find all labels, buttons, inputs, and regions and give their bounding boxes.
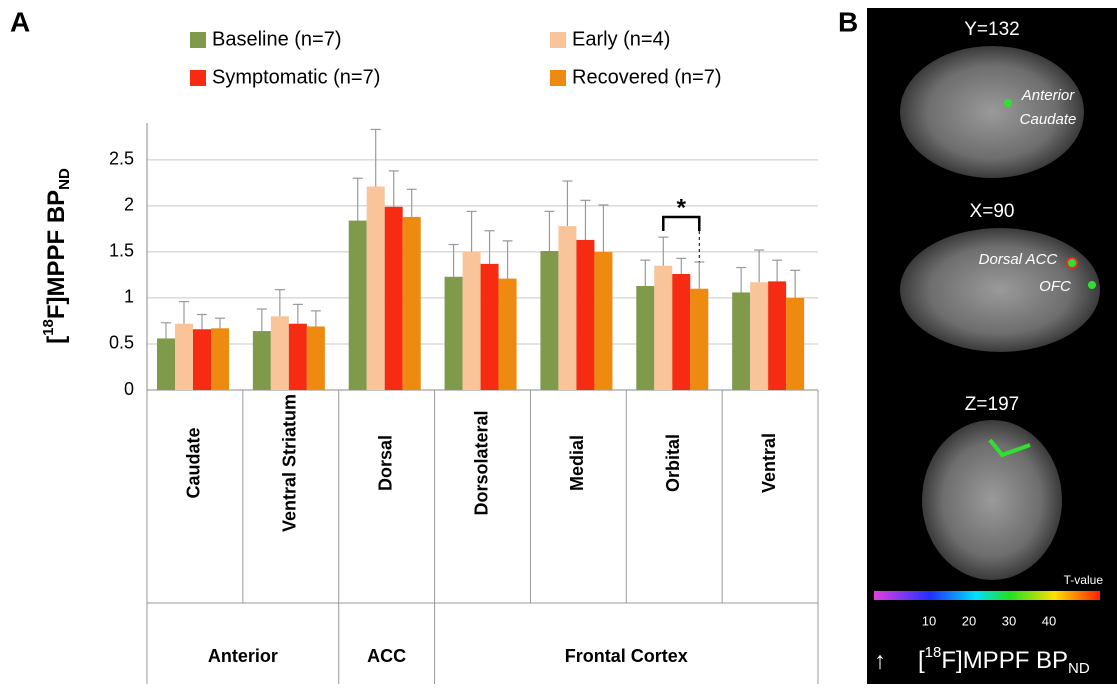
legend-swatch: [190, 70, 206, 86]
legend-label: Early (n=4): [572, 28, 670, 50]
bar: [636, 285, 655, 390]
region-label: Caudate: [1020, 111, 1077, 128]
bar: [175, 323, 193, 390]
caption-sup: 18: [925, 644, 942, 661]
slice-title: X=90: [970, 201, 1015, 222]
legend-label: Baseline (n=7): [212, 28, 342, 50]
bar: [270, 316, 289, 390]
bar: [384, 206, 403, 390]
region-label: Anterior: [1021, 87, 1076, 104]
caption-part: [: [918, 647, 925, 674]
slice-title: Y=132: [964, 19, 1019, 40]
y-label-sup: 18: [40, 319, 57, 336]
region-label: OFC: [1039, 278, 1071, 295]
colorbar-tick-label: 10: [922, 613, 936, 628]
activation: [1004, 99, 1012, 107]
group-label: Frontal Cortex: [565, 646, 688, 666]
bar: [348, 220, 367, 390]
y-axis-label: [18F]MPPF BPND: [40, 168, 73, 344]
legend-label: Symptomatic (n=7): [212, 66, 380, 88]
bar: [498, 278, 517, 390]
bar: [558, 226, 577, 390]
colorbar-tick-label: 20: [962, 613, 976, 628]
bar: [690, 288, 709, 390]
annotation: *: [677, 194, 687, 221]
activation: [988, 438, 1031, 458]
caption-sub: ND: [1068, 660, 1090, 677]
caption: [18F]MPPF BPND: [918, 644, 1090, 677]
colorbar-tick-label: 30: [1002, 613, 1016, 628]
bar: [750, 282, 769, 390]
caption-arrow: ↑: [874, 647, 886, 674]
bar: [211, 328, 229, 390]
group-label: ACC: [367, 646, 406, 666]
bar: [252, 331, 271, 390]
y-tick-label: 2.5: [109, 149, 134, 169]
group-label: Anterior: [208, 646, 278, 666]
bar: [672, 273, 691, 390]
bar: [654, 265, 673, 390]
activation: [1066, 257, 1078, 269]
legend-swatch: [190, 32, 206, 48]
panel-label: A: [10, 6, 30, 37]
y-label-part: F]MPPF BP: [43, 190, 70, 319]
bar: [288, 323, 307, 390]
x-tick-label: Dorsal: [375, 435, 395, 491]
bar: [462, 251, 481, 390]
bar: [732, 292, 751, 390]
bar: [786, 297, 805, 390]
colorbar-tick-label: 40: [1042, 613, 1056, 628]
bar: [306, 326, 325, 390]
bar: [193, 329, 211, 390]
x-tick-label: Orbital: [663, 434, 683, 492]
y-label-part: [: [43, 336, 70, 344]
legend-swatch: [550, 70, 566, 86]
colorbar-label: T-value: [1064, 573, 1104, 587]
y-tick-label: 0.5: [109, 333, 134, 353]
bar: [540, 250, 559, 390]
y-tick-label: 1.5: [109, 241, 134, 261]
x-tick-label: Medial: [567, 435, 587, 491]
bar: [366, 186, 385, 390]
y-label-sub: ND: [56, 168, 73, 190]
region-label: Dorsal ACC: [979, 251, 1058, 268]
bar: [444, 276, 463, 390]
caption-part: F]MPPF BP: [941, 647, 1068, 674]
bar: [157, 338, 175, 390]
bar: [480, 263, 499, 390]
x-tick-label: Caudate: [184, 427, 204, 498]
colorbar: [874, 591, 1100, 600]
bar: [768, 281, 787, 390]
x-tick-label: Ventral: [759, 433, 779, 493]
bar: [594, 251, 613, 390]
brain-image: [900, 228, 1100, 352]
activation: [1088, 281, 1096, 289]
y-tick-label: 1: [124, 287, 134, 307]
x-tick-label: Ventral Striatum: [280, 394, 300, 532]
x-tick-label: Dorsolateral: [471, 410, 491, 515]
y-tick-label: 2: [124, 195, 134, 215]
bar: [402, 216, 421, 390]
brain-image: [922, 420, 1062, 580]
panel-label: B: [838, 6, 858, 37]
y-tick-label: 0: [124, 379, 134, 399]
significance-bracket: [662, 215, 701, 231]
brain-image: [900, 46, 1084, 178]
legend-label: Recovered (n=7): [572, 66, 722, 88]
bar: [576, 239, 595, 390]
panel-b: B Y=132 Anterior Caudate X=90 Dorsal ACC…: [838, 6, 1117, 684]
colorbar-ticks: 10 20 30 40: [922, 613, 1056, 628]
slice-title: Z=197: [965, 394, 1019, 415]
legend-swatch: [550, 32, 566, 48]
